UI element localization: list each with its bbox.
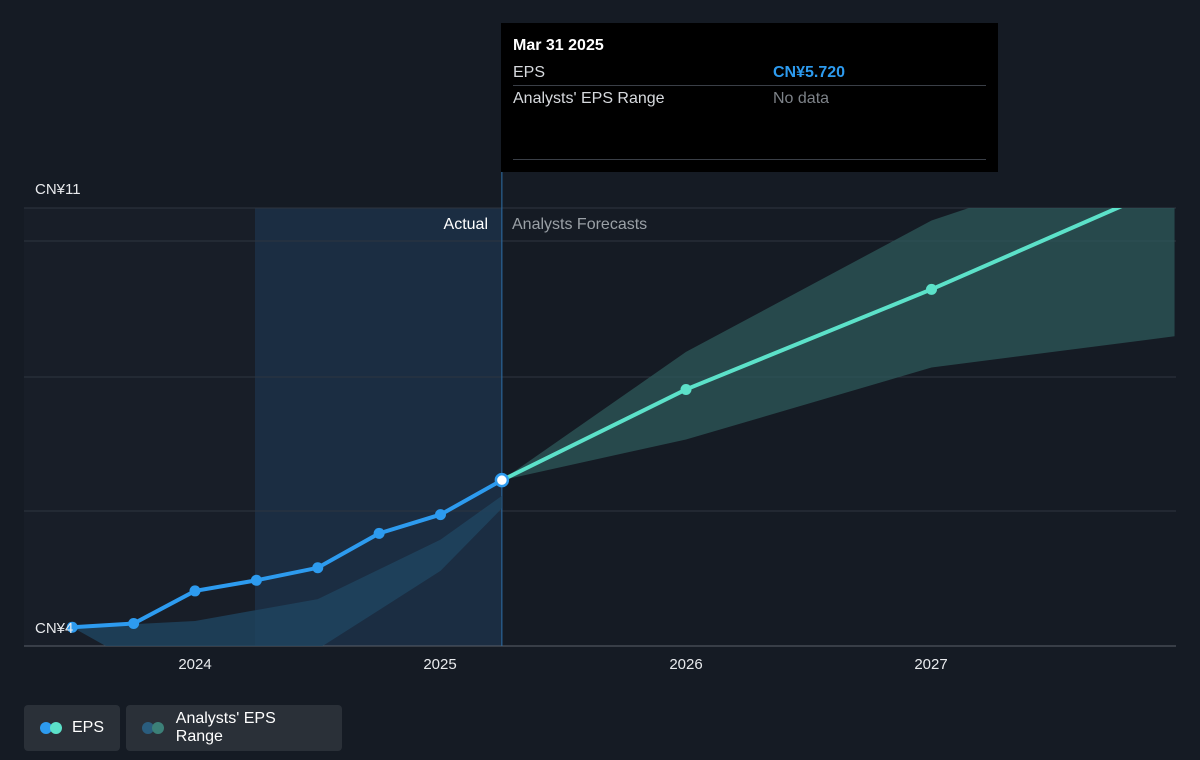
eps-actual-line	[72, 478, 503, 630]
eps-actual-point[interactable]	[373, 527, 385, 539]
eps-forecast-point[interactable]	[1169, 177, 1180, 188]
tooltip-range-label: Analysts' EPS Range	[513, 90, 665, 107]
tooltip-range-row: Analysts' EPS Range No data	[513, 85, 986, 111]
eps-forecast-point[interactable]	[926, 283, 937, 295]
legend-eps-button[interactable]: EPS	[24, 705, 120, 751]
historical-range-band	[72, 495, 502, 646]
tooltip-eps-value: CN¥5.720	[773, 64, 846, 81]
x-tick-label: 2024	[178, 656, 212, 673]
eps-forecast-point[interactable]	[680, 383, 692, 395]
y-axis-min-label: CN¥4	[35, 620, 74, 637]
actual-region-dark	[24, 208, 255, 646]
tooltip-eps-label: EPS	[513, 64, 546, 81]
legend-eps-swatch	[40, 722, 62, 734]
actual-section-label: Actual	[443, 216, 488, 233]
eps-actual-point[interactable]	[435, 509, 446, 521]
legend-eps-label: EPS	[71, 719, 104, 736]
forecast-section-label: Analysts Forecasts	[512, 216, 648, 233]
eps-actual-point[interactable]	[250, 574, 262, 586]
tooltip-range-value: No data	[773, 90, 830, 107]
legend-range-button[interactable]: Analysts' EPS Range	[126, 705, 342, 751]
tooltip-panel: Mar 31 2025 EPS CN¥5.720 Analysts' EPS R…	[501, 23, 998, 172]
eps-actual-point[interactable]	[128, 617, 140, 629]
tooltip-date: Mar 31 2025	[513, 37, 604, 54]
tooltip-eps-row: EPS CN¥5.720	[513, 59, 986, 86]
eps-actual-point[interactable]	[189, 585, 201, 597]
eps-forecast-line	[500, 208, 1123, 482]
legend-range-swatch	[142, 722, 166, 734]
y-axis-max-label: CN¥11	[35, 181, 81, 198]
eps-highlight-point[interactable]	[494, 472, 510, 488]
x-tick-label: 2027	[914, 656, 948, 673]
x-tick-label: 2026	[669, 656, 703, 673]
legend-range-label: Analysts' EPS Range	[175, 710, 276, 745]
eps-actual-point[interactable]	[312, 562, 324, 574]
forecast-range-band	[501, 208, 1175, 481]
tooltip-divider	[513, 159, 986, 160]
eps-actual-point[interactable]	[66, 621, 78, 633]
x-tick-label: 2025	[423, 656, 457, 673]
